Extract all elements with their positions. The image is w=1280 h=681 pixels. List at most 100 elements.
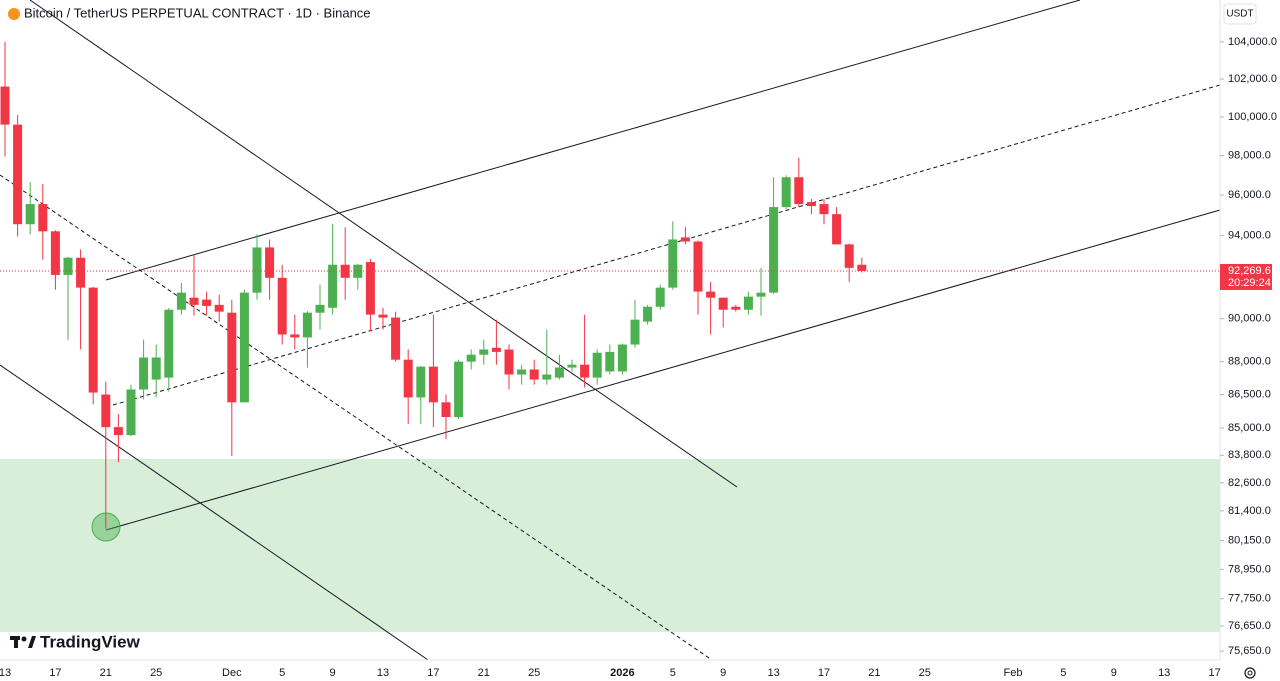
x-tick-label: 9 bbox=[1111, 667, 1117, 679]
candle-body bbox=[428, 366, 438, 403]
x-tick-label: 17 bbox=[49, 667, 61, 679]
x-tick-label: 13 bbox=[0, 667, 11, 679]
x-tick-label: 25 bbox=[150, 667, 162, 679]
candle-body bbox=[605, 351, 615, 372]
x-tick-label: 13 bbox=[377, 667, 389, 679]
candle-body bbox=[592, 352, 602, 378]
candle-body bbox=[416, 366, 426, 398]
drawings bbox=[0, 0, 1221, 661]
candle-body bbox=[126, 389, 136, 436]
channel-upper bbox=[105, 0, 1081, 281]
candle-body bbox=[441, 402, 451, 418]
y-tick-label: 102,000.0 bbox=[1228, 73, 1277, 85]
candle-body bbox=[252, 247, 262, 293]
x-tick-label: 2026 bbox=[610, 667, 634, 679]
x-tick-label: 5 bbox=[670, 667, 676, 679]
channel-mid bbox=[112, 84, 1221, 406]
y-tick-label: 77,750.0 bbox=[1228, 593, 1271, 605]
candle-body bbox=[454, 361, 464, 418]
candle-body bbox=[176, 292, 186, 310]
candle-body bbox=[227, 312, 237, 403]
candle-body bbox=[504, 349, 514, 375]
x-tick-label: 9 bbox=[720, 667, 726, 679]
x-tick-label: 25 bbox=[919, 667, 931, 679]
x-tick-label: Dec bbox=[222, 667, 242, 679]
candle-body bbox=[101, 394, 111, 428]
candle-body bbox=[668, 239, 678, 288]
candle-body bbox=[693, 241, 703, 292]
x-tick-label: 17 bbox=[427, 667, 439, 679]
candle-body bbox=[567, 364, 577, 368]
countdown: 20:29:24 bbox=[1228, 277, 1271, 289]
x-tick-label: 25 bbox=[528, 667, 540, 679]
candle-body bbox=[769, 207, 779, 293]
y-tick-label: 100,000.0 bbox=[1228, 111, 1277, 123]
currency[interactable]: USDT bbox=[1226, 9, 1253, 20]
candle-body bbox=[479, 349, 489, 355]
candle-body bbox=[542, 374, 552, 380]
down-channel-lower bbox=[0, 364, 429, 661]
y-tick-label: 96,000.0 bbox=[1228, 189, 1271, 201]
x-tick-label: 21 bbox=[100, 667, 112, 679]
channel-lower bbox=[105, 209, 1221, 531]
candle-body bbox=[680, 237, 690, 242]
candle-body bbox=[302, 312, 312, 338]
candle-body bbox=[857, 264, 867, 271]
x-tick-label: 17 bbox=[1208, 667, 1220, 679]
candle-body bbox=[189, 297, 199, 305]
candle-body bbox=[378, 314, 388, 318]
candle-body bbox=[529, 369, 539, 380]
chart-title: Bitcoin / TetherUS PERPETUAL CONTRACT · … bbox=[24, 5, 371, 20]
candle-body bbox=[38, 204, 48, 232]
candle-body bbox=[554, 367, 564, 378]
x-tick-label: Feb bbox=[1004, 667, 1023, 679]
candle-body bbox=[290, 334, 300, 338]
candle-body bbox=[164, 309, 174, 378]
candle-body bbox=[643, 306, 653, 322]
candle-body bbox=[781, 177, 791, 208]
candle-body bbox=[806, 202, 816, 207]
x-tick-label: 9 bbox=[330, 667, 336, 679]
x-tick-label: 5 bbox=[1060, 667, 1066, 679]
candle-body bbox=[756, 292, 766, 297]
x-tick-label: 13 bbox=[767, 667, 779, 679]
candle-body bbox=[391, 317, 401, 360]
candle-body bbox=[706, 291, 716, 298]
y-tick-label: 94,000.0 bbox=[1228, 229, 1271, 241]
y-tick-label: 80,150.0 bbox=[1228, 534, 1271, 546]
candle-body bbox=[718, 297, 728, 310]
candle-body bbox=[617, 344, 627, 372]
candle-body bbox=[517, 369, 527, 375]
y-tick-label: 104,000.0 bbox=[1228, 36, 1277, 48]
y-tick-label: 76,650.0 bbox=[1228, 620, 1271, 632]
candle-body bbox=[202, 299, 212, 306]
watermark: TradingView bbox=[40, 632, 141, 651]
candle-body bbox=[794, 177, 804, 205]
y-tick-label: 88,000.0 bbox=[1228, 356, 1271, 368]
candle-body bbox=[731, 306, 741, 310]
candle-body bbox=[844, 244, 854, 268]
y-tick-label: 75,650.0 bbox=[1228, 645, 1271, 657]
candle-body bbox=[139, 357, 149, 390]
y-tick-label: 86,500.0 bbox=[1228, 388, 1271, 400]
last-price-tag bbox=[1220, 263, 1272, 290]
down-channel-upper bbox=[29, 0, 738, 488]
candle-body bbox=[113, 427, 123, 436]
down-channel-mid bbox=[0, 174, 713, 661]
currency-box[interactable] bbox=[1223, 3, 1257, 25]
candle-body bbox=[819, 204, 829, 215]
candle-body bbox=[580, 364, 590, 378]
x-tick-label: 21 bbox=[478, 667, 490, 679]
candle-body bbox=[50, 231, 60, 275]
watermark-logo bbox=[10, 636, 36, 648]
candle-body bbox=[832, 214, 842, 245]
coin-icon bbox=[8, 8, 20, 20]
y-tick-label: 98,000.0 bbox=[1228, 150, 1271, 162]
x-tick-label: 13 bbox=[1158, 667, 1170, 679]
candle-body bbox=[655, 287, 665, 307]
settings-icon[interactable] bbox=[1244, 667, 1256, 679]
x-tick-label: 5 bbox=[279, 667, 285, 679]
candle-body bbox=[265, 247, 275, 278]
x-tick-label: 17 bbox=[818, 667, 830, 679]
